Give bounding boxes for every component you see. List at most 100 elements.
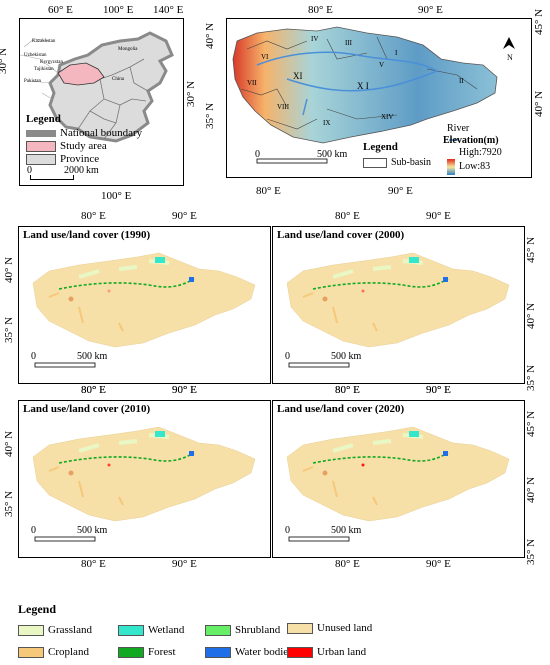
inset-lon-tick: 140° E [153,4,184,16]
scale-label: 0 [255,149,260,160]
north-arrow-icon [503,37,515,49]
legend-swatch [18,624,44,636]
scale-label: 500 km [317,149,348,160]
lulc-lon-tick: 90° E [172,384,197,396]
legend-label: National boundary [60,127,143,139]
lulc-lon-tick: 80° E [335,210,360,222]
subbasin-label: VIII [277,103,290,111]
legend-swatch [363,157,387,168]
lulc-panel-title: Land use/land cover (2000) [277,229,405,241]
lulc-lat-tick: 35° N [3,316,16,344]
tarim-basin [232,26,498,144]
inset-lon-tick: 60° E [48,4,73,16]
lulc-lat-tick: 40° N [3,430,16,458]
lulc-map-panel: Land use/land cover (2000) 0 500 km [272,226,525,384]
dem-lon-tick: 90° E [388,185,413,197]
scale-label: 500 km [331,525,362,536]
legend-label: Province [60,153,100,165]
lulc-map-canvas [32,426,256,542]
subbasin-label: V [379,61,385,69]
lulc-lon-tick: 80° E [81,384,106,396]
scale-label: 500 km [77,525,108,536]
inset-map: Kazakhstan Uzbekistan Kyrgyzstan Tajikis… [19,18,184,186]
lulc-legend-item: Water bodies [205,646,292,658]
legend-swatch [205,624,231,636]
elevation-high: High:7920 [459,147,502,158]
lulc-lon-tick: 80° E [335,384,360,396]
elevation-low: Low:83 [459,161,491,172]
legend-label: Urban land [317,646,367,658]
legend-label: Shrubland [235,624,281,636]
lulc-legend-item: Shrubland [205,624,280,636]
legend-swatch [287,622,313,634]
dem-legend-title: Legend [363,141,398,153]
lulc-lon-tick: 80° E [335,558,360,570]
lulc-legend-item: Forest [118,646,176,658]
lulc-lon-tick: 90° E [426,384,451,396]
legend-swatch [205,646,231,658]
lulc-legend-title: Legend [18,602,57,616]
country-label: Kazakhstan [32,39,56,44]
lulc-lon-tick: 90° E [172,210,197,222]
legend-label: Water bodies [235,646,293,658]
country-label: China [112,77,124,82]
lulc-legend-item: Grassland [18,624,92,636]
scale-label: 0 [31,351,36,362]
scale-label: 0 [285,525,290,536]
legend-label: Wetland [148,624,185,636]
dem-lat-tick: 40° N [204,22,217,50]
legend-swatch [118,624,144,636]
scale-label: 500 km [331,351,362,362]
lulc-lon-tick: 80° E [81,558,106,570]
river [256,51,438,116]
lulc-panel-title: Land use/land cover (1990) [23,229,151,241]
country-label: Tajikistan [34,67,54,72]
north-label: N [507,53,513,62]
country-label: Uzbekistan [24,53,47,58]
lulc-panel-title: Land use/land cover (2010) [23,403,151,415]
subbasin-label: IX [323,119,331,127]
lulc-map-canvas [32,252,256,368]
dem-lon-tick: 90° E [418,4,443,16]
lulc-lon-tick: 90° E [426,384,451,396]
dem-lon-tick: 80° E [256,185,281,197]
legend-label: Sub-basin [391,157,431,168]
lulc-legend-item: Urban land [287,646,366,658]
lulc-lon-tick: 90° E [172,384,197,396]
lulc-basin [286,252,510,348]
subbasin-label: VII [247,79,257,87]
subbasin-label: VI [261,53,269,61]
dem-map: XI X I III IV I II V VI VII VIII IX XIV … [226,18,532,178]
lulc-lat-tick: 45° N [525,236,538,264]
study-area [57,62,105,86]
lulc-lon-tick: 90° E [426,210,451,222]
legend-swatch [118,646,144,658]
scale-bar [30,175,74,180]
country-label: Pakistan [24,79,41,84]
lulc-legend-item: Wetland [118,624,184,636]
dem-lat-tick: 35° N [204,102,217,130]
lulc-lon-tick: 80° E [81,384,106,396]
subbasin-label: XI [293,71,303,81]
country-label: Kyrgyzstan [40,60,63,65]
inset-legend-title: Legend [26,113,61,125]
legend-swatch [18,646,44,658]
lulc-legend-item: Cropland [18,646,89,658]
inset-lat-tick: 30° N [185,80,198,108]
elevation-title: Elevation(m) [443,135,499,146]
dem-lat-tick: 40° N [533,90,546,118]
inset-lon-tick: 100° E [103,4,134,16]
scale-label: km [86,165,99,176]
china-boundary [48,31,174,143]
lulc-lat-tick: 35° N [3,490,16,518]
legend-label: Forest [148,646,176,658]
subbasin-label: II [459,77,464,85]
legend-label: Cropland [48,646,89,658]
lulc-map-panel: Land use/land cover (1990) 0 500 km [18,226,271,384]
lulc-lat-tick: 40° N [525,476,538,504]
legend-swatch [26,129,56,137]
subbasin-label: X I [357,81,369,91]
lulc-legend-item: Unused land [287,622,372,634]
lulc-lat-tick: 35° N [525,538,538,566]
lulc-map-panel: Land use/land cover (2020) 0 500 km [272,400,525,558]
